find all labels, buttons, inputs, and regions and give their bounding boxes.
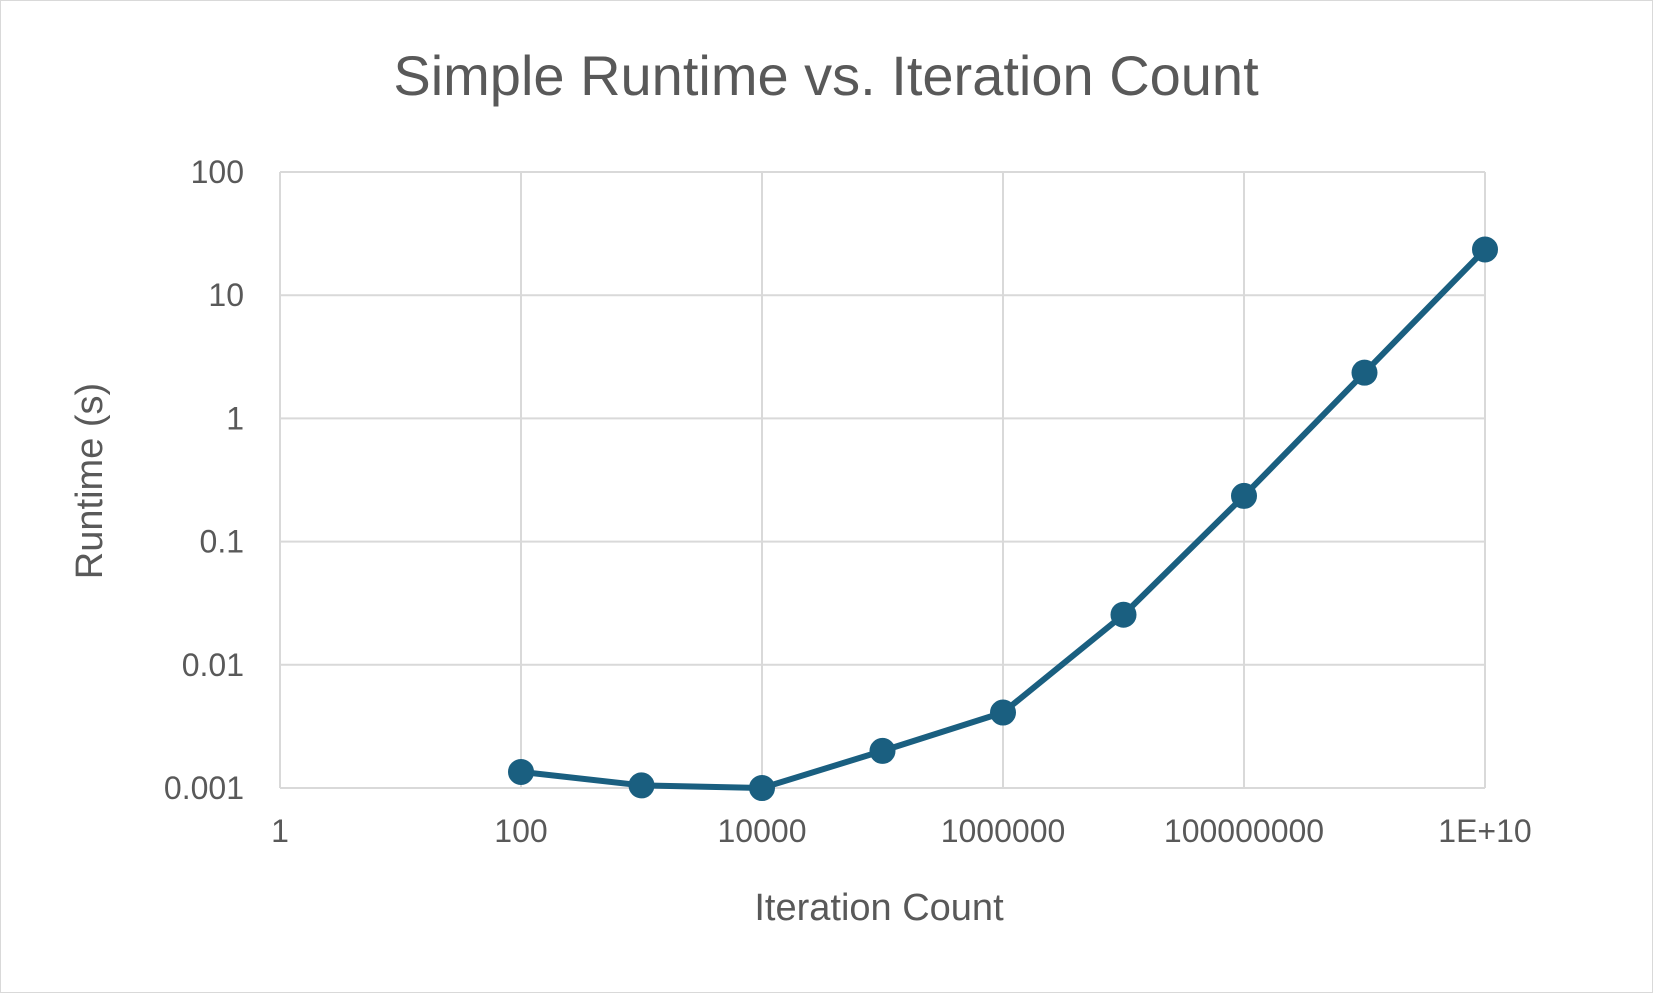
y-tick-label: 100 [191,154,244,190]
data-point [1351,359,1378,386]
data-point [869,737,896,764]
data-point [749,775,775,801]
data-series [508,236,1498,801]
data-point [990,699,1016,726]
data-point [508,758,534,785]
x-tick-label: 1000000 [941,813,1066,849]
y-axis-tick-labels: 0.001 0.01 0.1 1 10 100 [164,154,244,806]
data-point [628,772,655,799]
x-axis-title: Iteration Count [754,887,1004,929]
y-tick-label: 10 [208,277,244,313]
y-tick-label: 0.01 [182,647,244,683]
x-tick-label: 1 [271,813,289,849]
data-point [1231,482,1257,509]
gridlines [279,171,1486,789]
x-axis-tick-labels: 1 100 10000 1000000 100000000 1E+10 [271,813,1532,849]
y-tick-label: 1 [226,400,244,436]
x-tick-label: 1E+10 [1438,813,1531,849]
y-tick-label: 0.1 [200,524,244,560]
data-point [1110,601,1137,628]
y-axis-title: Runtime (s) [69,383,111,579]
y-tick-label: 0.001 [164,770,244,806]
data-point [1472,236,1498,263]
x-tick-label: 10000 [718,813,807,849]
x-tick-label: 100000000 [1164,813,1324,849]
chart-title: Simple Runtime vs. Iteration Count [393,44,1259,107]
x-tick-label: 100 [494,813,547,849]
